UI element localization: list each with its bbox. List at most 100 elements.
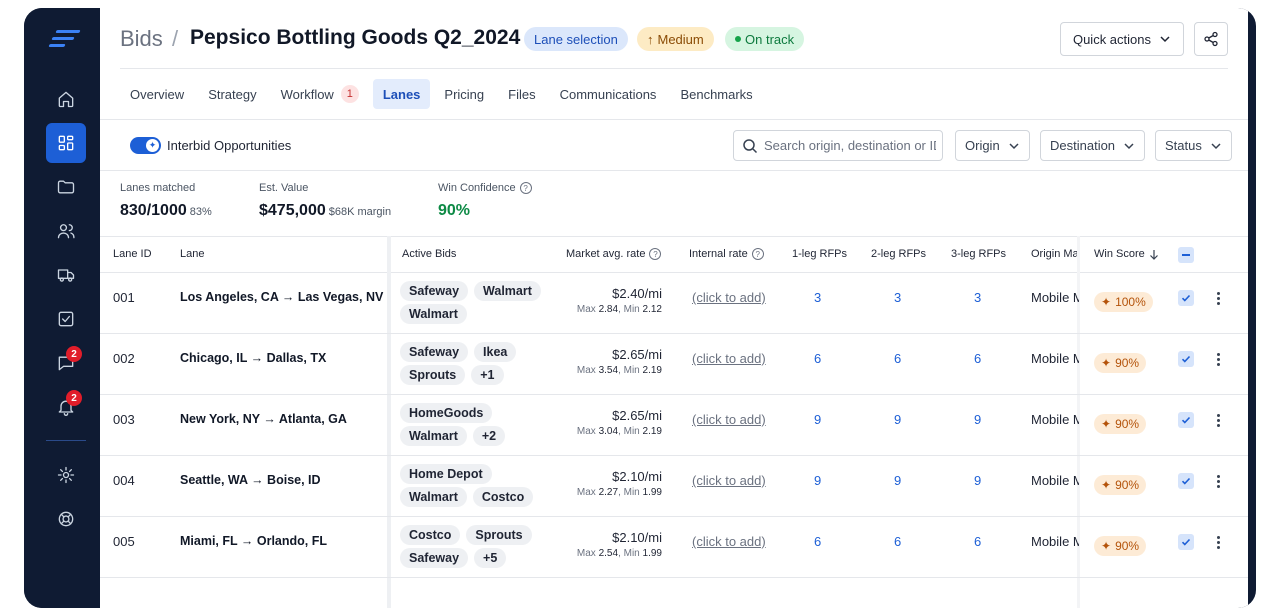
lane-cell[interactable]: New York, NY → Atlanta, GA [180,412,347,426]
bid-chip[interactable]: Safeway [400,281,469,301]
row-checkbox[interactable] [1178,534,1194,550]
search-input[interactable] [764,138,936,153]
row-checkbox[interactable] [1178,473,1194,489]
bell-icon[interactable]: 2 [46,387,86,427]
dashboard-icon[interactable] [46,123,86,163]
bid-chip[interactable]: Walmart [400,304,467,324]
bid-chip[interactable]: Walmart [400,426,467,446]
lane-cell[interactable]: Los Angeles, CA → Las Vegas, NV [180,290,384,304]
lane-cell[interactable]: Chicago, IL → Dallas, TX [180,351,327,365]
help-icon[interactable]: ? [649,248,662,260]
internal-rate-link[interactable]: (click to add) [692,534,766,549]
interbid-toggle[interactable]: ✦ [130,137,161,154]
row-checkbox[interactable] [1178,412,1194,428]
lane-cell[interactable]: Seattle, WA → Boise, ID [180,473,321,487]
rfp-2-leg-link[interactable]: 9 [894,412,902,427]
col-origin-market[interactable]: Origin Mar [1031,248,1077,260]
bid-chip[interactable]: Safeway [400,342,469,362]
bid-chip[interactable]: +5 [474,548,507,568]
table-row[interactable]: 004 Seattle, WA → Boise, ID Home Depot Walm… [100,456,1248,517]
more-actions-icon[interactable] [1212,532,1224,552]
more-actions-icon[interactable] [1212,471,1224,491]
home-icon[interactable] [46,79,86,119]
checkbox-icon[interactable] [46,299,86,339]
internal-rate-link[interactable]: (click to add) [692,412,766,427]
more-actions-icon[interactable] [1212,349,1224,369]
bid-chip[interactable]: +1 [471,365,504,385]
rfp-3-leg-link[interactable]: 3 [974,290,982,305]
workflow-count-badge: 1 [340,85,359,103]
rfp-3-leg-link[interactable]: 9 [974,412,982,427]
bid-chip[interactable]: Costco [472,487,534,507]
col-2-leg-rfps[interactable]: 2-leg RFPs [871,248,927,260]
breadcrumb-parent[interactable]: Bids [120,26,163,51]
more-actions-icon[interactable] [1212,288,1224,308]
col-market-rate[interactable]: Market avg. rate? [566,248,662,260]
max-label: Max [576,304,596,315]
folder-icon[interactable] [46,167,86,207]
bid-chip[interactable]: Home Depot [400,464,492,484]
col-1-leg-rfps[interactable]: 1-leg RFPs [792,248,848,260]
bid-chip[interactable]: Costco [400,525,461,545]
bid-chip[interactable]: HomeGoods [400,403,493,423]
table-row[interactable]: 003 New York, NY → Atlanta, GA HomeGoods Wa… [100,395,1248,456]
bid-chip[interactable]: Safeway [400,548,469,568]
tab-workflow[interactable]: Workflow 1 [271,79,369,109]
rfp-1-leg-link[interactable]: 9 [814,412,822,427]
lifebuoy-icon[interactable] [46,499,86,539]
quick-actions-button[interactable]: Quick actions [1060,22,1184,56]
row-checkbox[interactable] [1178,290,1194,306]
rfp-2-leg-link[interactable]: 3 [894,290,902,305]
bid-chip[interactable]: Ikea [474,342,517,362]
table-row[interactable]: 001 Los Angeles, CA → Las Vegas, NV Safewa… [100,273,1248,334]
rfp-1-leg-link[interactable]: 6 [814,351,822,366]
truck-icon[interactable] [46,255,86,295]
tab-strategy[interactable]: Strategy [198,79,266,109]
internal-rate-link[interactable]: (click to add) [692,473,766,488]
tab-pricing[interactable]: Pricing [434,79,494,109]
col-win-score[interactable]: Win Score [1094,248,1159,260]
bid-chip[interactable]: Sprouts [466,525,532,545]
rfp-3-leg-link[interactable]: 6 [974,534,982,549]
max-label: Max [576,365,596,376]
internal-rate-link[interactable]: (click to add) [692,290,766,305]
rfp-2-leg-link[interactable]: 6 [894,351,902,366]
bid-chip[interactable]: Walmart [474,281,541,301]
bid-chip[interactable]: +2 [472,426,506,446]
col-3-leg-rfps[interactable]: 3-leg RFPs [951,248,1007,260]
tab-lanes[interactable]: Lanes [372,79,431,109]
bid-chip[interactable]: Sprouts [400,365,466,385]
rfp-3-leg-link[interactable]: 6 [974,351,982,366]
help-icon[interactable]: ? [519,182,532,194]
status-dropdown[interactable]: Status [1155,130,1232,161]
bid-chip[interactable]: Walmart [400,487,467,507]
col-active-bids[interactable]: Active Bids [402,248,457,260]
table-row[interactable]: 005 Miami, FL → Orlando, FL Costco Sprouts S… [100,517,1248,578]
rfp-2-leg-link[interactable]: 6 [894,534,902,549]
lane-cell[interactable]: Miami, FL → Orlando, FL [180,534,327,548]
more-actions-icon[interactable] [1212,410,1224,430]
row-checkbox[interactable] [1178,351,1194,367]
chat-icon[interactable]: 2 [46,343,86,383]
users-icon[interactable] [46,211,86,251]
table-row[interactable]: 002 Chicago, IL → Dallas, TX Safeway Ikea Sp… [100,334,1248,395]
select-all-checkbox[interactable] [1178,247,1194,263]
rfp-1-leg-link[interactable]: 9 [814,473,822,488]
rfp-1-leg-link[interactable]: 6 [814,534,822,549]
col-lane[interactable]: Lane [180,248,205,260]
rfp-1-leg-link[interactable]: 3 [814,290,822,305]
gear-icon[interactable] [46,455,86,495]
tab-files[interactable]: Files [498,79,545,109]
rfp-2-leg-link[interactable]: 9 [894,473,902,488]
share-button[interactable] [1194,22,1228,56]
rfp-3-leg-link[interactable]: 9 [974,473,982,488]
col-lane-id[interactable]: Lane ID [113,248,152,260]
col-internal-rate[interactable]: Internal rate? [689,248,764,260]
tab-communications[interactable]: Communications [550,79,667,109]
help-icon[interactable]: ? [751,248,764,260]
destination-dropdown[interactable]: Destination [1040,130,1146,161]
tab-benchmarks[interactable]: Benchmarks [670,79,762,109]
tab-overview[interactable]: Overview [120,79,194,109]
origin-dropdown[interactable]: Origin [955,130,1030,161]
internal-rate-link[interactable]: (click to add) [692,351,766,366]
